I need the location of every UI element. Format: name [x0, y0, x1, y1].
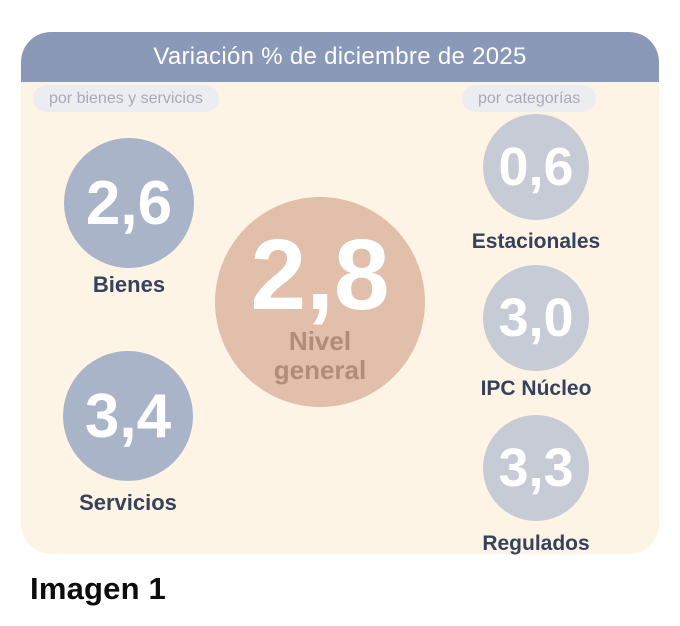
bubble-bienes: 2,6 [64, 138, 194, 268]
bubble-regulados-label: Regulados [482, 532, 590, 555]
bubble-bienes-value: 2,6 [85, 168, 173, 238]
bubble-ipc-nucleo-label: IPC Núcleo [480, 377, 592, 400]
bubble-nivel-general-value: 2,8 [250, 218, 390, 331]
bubble-estacionales-value: 0,6 [498, 137, 574, 197]
bubble-nivel-general: 2,8 Nivel general [215, 197, 425, 407]
infographic-card: Variación % de diciembre de 2025 por bie… [21, 32, 659, 555]
bubble-regulados-value: 3,3 [498, 438, 574, 498]
bubble-regulados: 3,3 [483, 415, 589, 521]
bubble-estacionales: 0,6 [483, 114, 589, 220]
bubble-nivel-general-label: Nivel general [273, 325, 367, 385]
bubble-servicios-value: 3,4 [84, 381, 172, 451]
group-label-bienes-servicios: por bienes y servicios [33, 85, 219, 112]
bubble-bienes-label: Bienes [92, 272, 166, 297]
infographic-title: Variación % de diciembre de 2025 [153, 43, 527, 70]
group-label-categorias: por categorías [462, 85, 597, 112]
bubble-ipc-nucleo-value: 3,0 [498, 288, 574, 348]
bubble-servicios: 3,4 [63, 351, 193, 481]
image-caption: Imagen 1 [30, 571, 166, 606]
bubble-estacionales-label: Estacionales [471, 230, 601, 253]
infographic-header: Variación % de diciembre de 2025 [21, 32, 659, 82]
bubble-servicios-label: Servicios [79, 490, 177, 515]
bubble-ipc-nucleo: 3,0 [483, 265, 589, 371]
